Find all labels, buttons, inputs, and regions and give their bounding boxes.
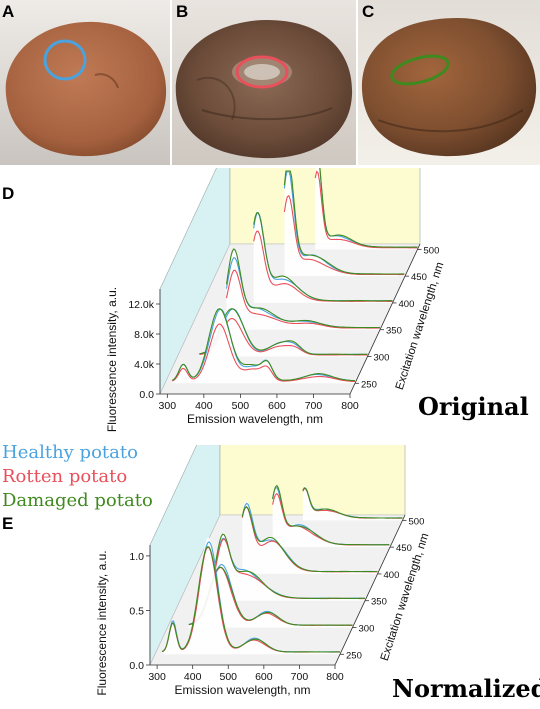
panel-label-d: D (2, 184, 15, 203)
z-axis (334, 514, 406, 666)
x-tick-label-4: 700 (305, 400, 323, 412)
x-tick-label-2: 500 (220, 671, 238, 683)
z-tick-label-4: 450 (396, 543, 412, 554)
chart-original: 300 400 500 600 700 800 0.0 4.0k 8.0k 12.0k 250 300… (105, 168, 446, 432)
z-tick-label-0: 250 (361, 379, 377, 390)
z-tick-label-4: 450 (411, 272, 427, 283)
y-tick-label-1: 0.5 (129, 605, 144, 617)
z-tick-label-2: 350 (371, 597, 387, 608)
series-line-damaged-potato-ex500 (319, 168, 418, 248)
z-tick-label-2: 350 (386, 326, 402, 337)
series-line-damaged-potato-ex250 (161, 545, 340, 653)
healthy-region-marker (43, 39, 87, 81)
y-tick-label-3: 12.0k (128, 299, 154, 311)
slice-ribbon-300 (188, 562, 353, 628)
photo-damaged-potato (358, 0, 540, 165)
legend-healthy: Healthy potato (2, 442, 138, 463)
x-tick-label-0: 300 (148, 671, 166, 683)
x-axis-label: Emission wavelength, nm (187, 412, 323, 426)
series-line-damaged-potato-ex350 (215, 533, 366, 599)
z-tick-label-1: 300 (359, 624, 375, 635)
panel-label-c: C (362, 2, 375, 21)
x-tick-label-2: 500 (232, 400, 250, 412)
z-tick-label-3: 400 (384, 570, 400, 581)
x-tick-label-1: 400 (184, 671, 202, 683)
y-tick-label-2: 1.0 (129, 551, 144, 563)
photo-healthy-potato (0, 0, 170, 165)
series-line-damaged-potato-ex400 (241, 505, 378, 573)
x-tick-label-1: 400 (195, 400, 213, 412)
x-tick-label-5: 800 (341, 400, 359, 412)
y-axis-label: Fluorescence intensity, a.u. (95, 550, 109, 695)
series-line-damaged-potato-ex250 (172, 308, 356, 382)
y-tick-label-2: 8.0k (134, 329, 155, 341)
damaged-region-marker (390, 54, 450, 86)
x-tick-label-5: 800 (326, 671, 344, 683)
legend-rotten: Rotten potato (2, 466, 128, 487)
photo-rotten-potato (172, 0, 356, 165)
x-tick-label-3: 600 (268, 400, 286, 412)
series-line-damaged-potato-ex450 (272, 484, 390, 546)
z-tick-label-0: 250 (346, 650, 362, 661)
chart-original-caption: Original (418, 392, 529, 421)
series-line-damaged-potato-ex300 (199, 308, 368, 355)
z-tick-label-5: 500 (424, 245, 440, 256)
series-line-damaged-potato-ex400 (253, 211, 393, 302)
panel-label-b: B (176, 2, 189, 21)
panel-label-a: A (2, 2, 15, 21)
chart-normalized: 300 400 500 600 700 800 0.0 0.5 1.0 250 300 350 400 4… (95, 445, 431, 697)
z-tick-label-1: 300 (374, 353, 390, 364)
slice-ribbon-450 (272, 484, 390, 548)
z-axis (349, 243, 421, 395)
x-tick-label-3: 600 (255, 671, 273, 683)
series-line-damaged-potato-ex450 (283, 170, 405, 275)
x-axis-label: Emission wavelength, nm (174, 683, 310, 697)
z-tick-label-5: 500 (409, 516, 425, 527)
series-line-rotten-potato-ex300 (199, 317, 368, 356)
panel-label-e: E (2, 514, 14, 533)
x-tick-label-0: 300 (159, 400, 177, 412)
z-tick-label-3: 400 (399, 299, 415, 310)
slice-ribbon-400 (253, 209, 393, 303)
series-line-damaged-potato-ex500 (302, 487, 403, 519)
y-tick-label-0: 0.0 (139, 389, 154, 401)
series-line-damaged-potato-ex350 (225, 248, 381, 329)
legend-damaged: Damaged potato (2, 490, 153, 511)
y-tick-label-1: 4.0k (134, 359, 155, 371)
series-line-rotten-potato-ex250 (172, 323, 356, 383)
rotten-region-marker (235, 55, 289, 89)
slice-ribbon-350 (215, 532, 365, 601)
slice-ribbon-350 (226, 251, 380, 330)
slice-ribbon-300 (199, 307, 368, 357)
y-axis-label: Fluorescence intensity, a.u. (105, 287, 119, 432)
x-tick-label-4: 700 (291, 671, 309, 683)
chart-normalized-caption: Normalized (392, 674, 540, 703)
y-tick-label-0: 0.0 (129, 660, 144, 672)
slice-ribbon-400 (242, 501, 378, 574)
slice-ribbon-250 (162, 537, 340, 655)
slice-ribbon-500 (315, 168, 418, 250)
slice-ribbon-450 (284, 171, 405, 277)
slice-ribbon-500 (302, 485, 403, 521)
